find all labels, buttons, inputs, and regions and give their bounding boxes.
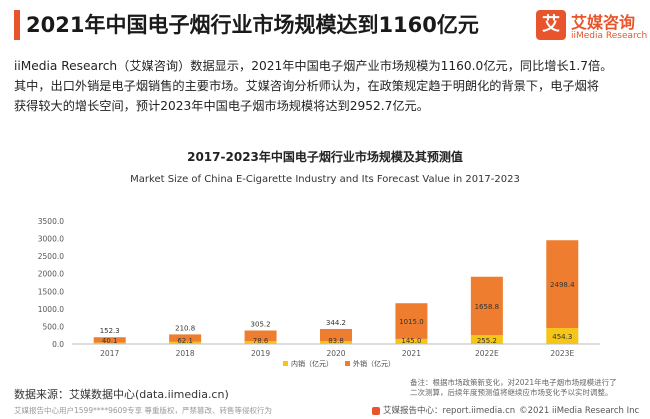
bar-export (244, 330, 277, 342)
bar-domestic (169, 341, 202, 344)
domestic-value-label: 83.8 (328, 337, 344, 345)
legend-swatch-export (345, 361, 350, 366)
x-tick-label: 2020 (326, 349, 345, 358)
y-tick-label: 500.0 (43, 322, 65, 331)
report-center-link[interactable]: report.iimedia.cn (442, 406, 516, 416)
y-tick-label: 3500.0 (38, 217, 64, 226)
export-value-label: 210.8 (175, 324, 195, 332)
intro-line-2: 其中，出口外销是电子烟销售的主要市场。艾媒咨询分析师认为，在政策规定趋于明朗化的… (14, 79, 599, 93)
market-size-chart: 2017-2023年中国电子烟行业市场规模及其预测值 Market Size o… (38, 149, 600, 368)
y-tick-label: 2500.0 (38, 252, 64, 261)
report-center-icon (372, 406, 380, 415)
report-center-label: 艾媒报告中心： (383, 406, 443, 416)
export-value-label: 152.3 (100, 327, 120, 335)
domestic-value-label: 78.6 (253, 337, 269, 345)
y-axis: 0.0 500.0 1000.0 1500.0 2000.0 2500.0 3000.0 35… (38, 217, 64, 349)
logo-name: 艾媒咨询 (571, 13, 636, 32)
x-tick-label: 2021 (402, 349, 421, 358)
intro-line-1: iiMedia Research（艾媒咨询）数据显示，2021年中国电子烟产业市… (14, 59, 613, 73)
bars-group: 152.3 40.1 210.8 62.1 305.2 78.6 344.2 83.8 1015… (93, 240, 579, 345)
export-value-label: 1015.0 (399, 318, 424, 326)
y-tick-label: 0.0 (52, 340, 64, 349)
legend-item-domestic: 内销（亿元） (283, 359, 333, 368)
export-value-label: 1658.8 (475, 303, 500, 311)
x-tick-label: 2018 (176, 349, 195, 358)
logo-icon: 艾 (536, 10, 566, 40)
domestic-value-label: 145.0 (401, 337, 421, 345)
bar-export (395, 303, 428, 339)
report-center-footer: 艾媒报告中心：report.iimedia.cn ©2021 iiMedia Re… (372, 404, 639, 416)
bar-export (320, 328, 352, 342)
intro-paragraph: iiMedia Research（艾媒咨询）数据显示，2021年中国电子烟产业市… (14, 56, 642, 116)
export-value-label: 344.2 (326, 319, 346, 327)
intro-line-3: 获得较大的增长空间，预计2023年中国电子烟市场规模将达到2952.7亿元。 (14, 99, 429, 113)
bar-domestic (395, 338, 428, 344)
domestic-value-label: 255.2 (477, 337, 497, 345)
bar-export (546, 240, 579, 329)
y-tick-label: 1000.0 (38, 305, 64, 314)
chart-legend: 内销（亿元） 外销（亿元） (283, 359, 395, 368)
x-tick-label: 2022E (475, 349, 499, 358)
x-tick-label: 2023E (550, 349, 574, 358)
x-tick-label: 2019 (251, 349, 270, 358)
legend-item-export: 外销（亿元） (345, 359, 395, 368)
chart-note: 备注：根据市场政策新变化，对2021年电子烟市场规模进行了 二次测算，后续年度预… (410, 378, 646, 398)
y-tick-label: 2000.0 (38, 270, 64, 279)
bar-export (93, 337, 126, 343)
export-value-label: 2498.4 (550, 281, 575, 289)
watermark-text: 艾媒报告中心用户1599****9609专享 尊重版权，严禁篡改、转售等侵权行为 (14, 406, 273, 415)
domestic-value-label: 62.1 (177, 337, 193, 345)
bar-export (470, 276, 503, 336)
bar-domestic (546, 328, 579, 344)
logo-subtitle: iiMedia Research (571, 31, 648, 41)
copyright-text: ©2021 iiMedia Research Inc (519, 406, 640, 416)
legend-label-export: 外销（亿元） (353, 359, 395, 368)
title-accent-bar (14, 10, 20, 40)
bar-export (169, 334, 202, 342)
note-line-1: 备注：根据市场政策新变化，对2021年电子烟市场规模进行了 (410, 378, 617, 387)
brand-logo: 艾 艾媒咨询 iiMedia Research (536, 7, 648, 47)
page-title: 2021年中国电子烟行业市场规模达到1160亿元 (26, 13, 479, 37)
domestic-value-label: 40.1 (102, 337, 118, 345)
chart-subtitle: Market Size of China E-Cigarette Industr… (130, 174, 520, 185)
bar-domestic (470, 335, 503, 344)
bar-domestic (93, 342, 126, 344)
x-tick-label: 2017 (100, 349, 119, 358)
note-line-2: 二次测算，后续年度预测值将继续应市场变化予以实时调整。 (410, 388, 613, 397)
x-axis-labels: 2017 2018 2019 2020 2021 2022E 2023E (100, 349, 574, 358)
legend-swatch-domestic (283, 361, 288, 366)
y-tick-label: 3000.0 (38, 235, 64, 244)
bar-domestic (320, 341, 352, 344)
export-value-label: 305.2 (251, 321, 271, 329)
chart-title: 2017-2023年中国电子烟行业市场规模及其预测值 (187, 149, 463, 164)
data-source: 数据来源：艾媒数据中心(data.iimedia.cn) (14, 388, 229, 401)
y-tick-label: 1500.0 (38, 287, 64, 296)
domestic-value-label: 454.3 (552, 333, 572, 341)
legend-label-domestic: 内销（亿元） (291, 359, 333, 368)
bar-domestic (244, 341, 277, 344)
